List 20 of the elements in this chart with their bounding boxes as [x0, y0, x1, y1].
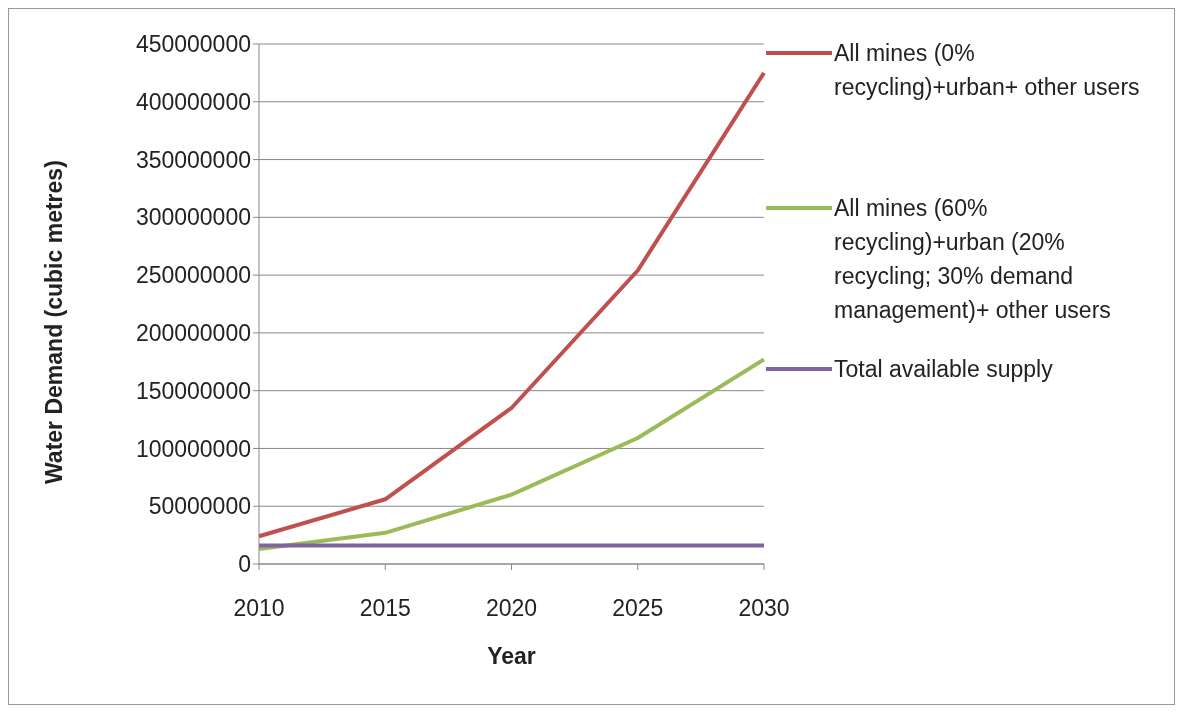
- x-tick-label: 2020: [485, 595, 538, 622]
- y-tick-label: 200000000: [135, 320, 251, 347]
- y-tick-label: 100000000: [135, 435, 251, 462]
- y-tick-label: 300000000: [135, 204, 251, 231]
- y-tick-label: 50000000: [148, 493, 251, 520]
- legend-label: Total available supply: [834, 355, 1053, 384]
- legend-label: All mines (60% recycling)+urban (20% recycling; 30% demand management)+ other users: [834, 194, 1112, 325]
- x-tick-label: 2010: [233, 595, 285, 622]
- x-tick-label: 2025: [612, 595, 664, 622]
- x-tick-label: 2030: [738, 595, 790, 622]
- y-tick-label: 150000000: [135, 377, 251, 404]
- y-tick-label: 450000000: [135, 31, 251, 58]
- y-tick-label: 250000000: [135, 262, 251, 289]
- y-tick-label: 400000000: [135, 88, 251, 115]
- x-tick-label: 2015: [359, 595, 411, 622]
- y-axis-title: Water Demand (cubic metres): [41, 160, 68, 484]
- y-tick-label: 350000000: [135, 146, 251, 173]
- y-tick-label: 0: [238, 551, 251, 578]
- x-axis-title: Year: [487, 643, 536, 669]
- legend-label: All mines (0% recycling)+urban+ other users: [834, 39, 1141, 102]
